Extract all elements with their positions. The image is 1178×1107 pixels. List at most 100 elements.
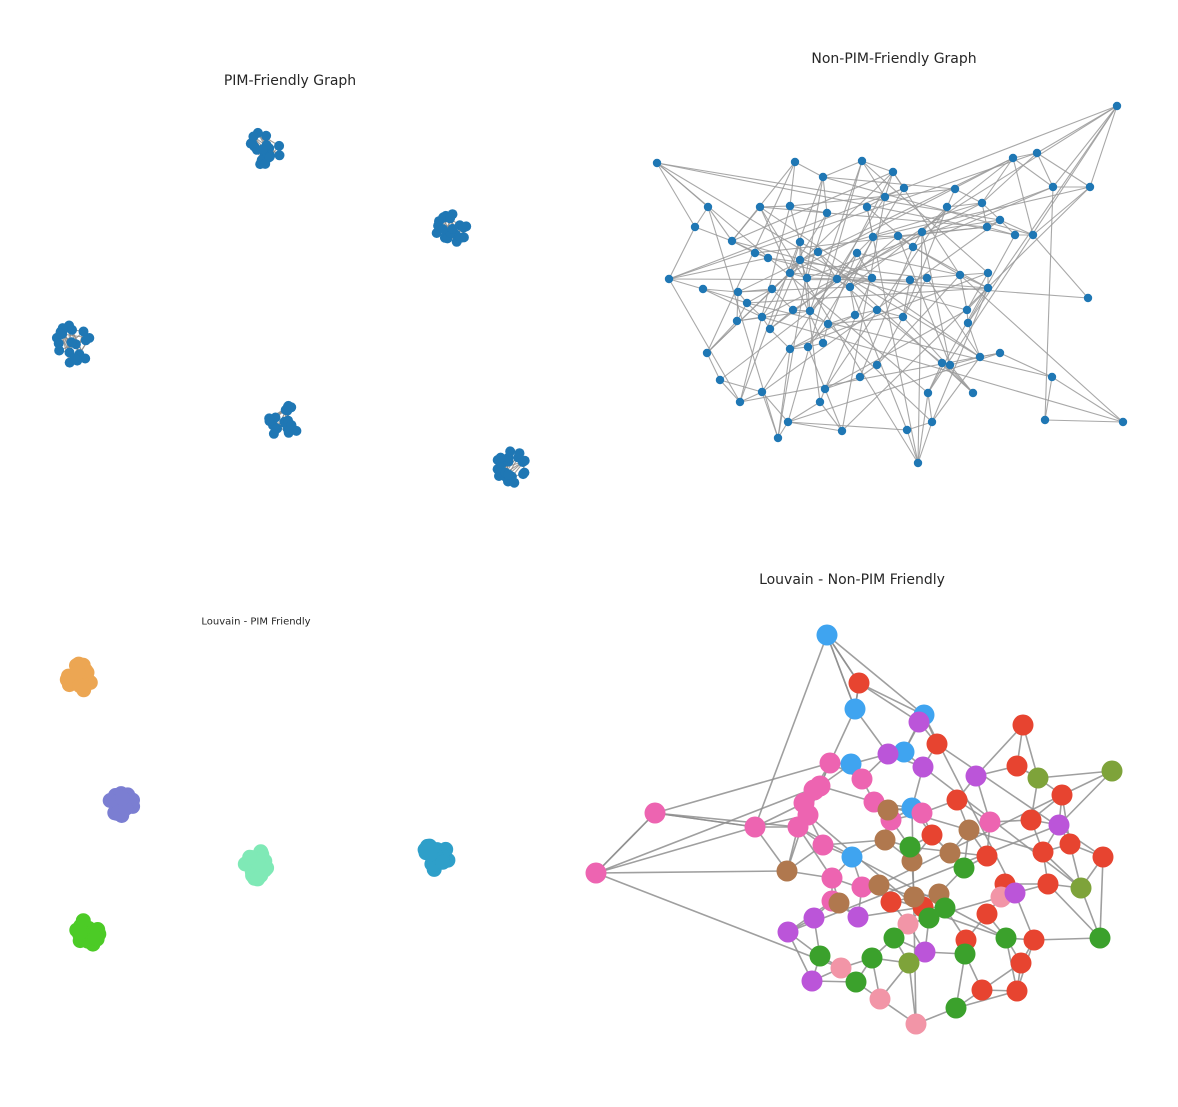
graph-node <box>958 819 980 841</box>
edge <box>949 356 981 366</box>
edge <box>975 724 1024 777</box>
graph-node <box>1051 784 1073 806</box>
graph-node <box>1012 714 1034 736</box>
graph-node <box>977 198 987 208</box>
edge <box>926 274 961 279</box>
graph-node <box>982 222 992 232</box>
edge <box>739 205 791 403</box>
edge <box>595 872 842 969</box>
edge <box>841 196 886 432</box>
graph-node <box>715 375 725 385</box>
edge <box>966 287 989 311</box>
edge <box>921 206 948 233</box>
edge <box>1089 105 1118 188</box>
graph-node <box>1089 927 1111 949</box>
edge <box>1047 883 1101 939</box>
graph-node <box>917 227 927 237</box>
edge <box>858 682 920 723</box>
graph-node <box>821 867 843 889</box>
edge <box>668 278 704 290</box>
graph-node <box>1048 814 1070 836</box>
graph-node <box>261 130 272 141</box>
edge <box>787 401 821 423</box>
graph-node <box>945 997 967 1019</box>
edge <box>736 291 739 322</box>
graph-node <box>776 860 798 882</box>
graph-node <box>519 455 530 466</box>
edge <box>897 235 951 366</box>
graph-node <box>832 274 842 284</box>
edge <box>787 160 863 423</box>
edge <box>769 328 791 350</box>
graph-node <box>1048 182 1058 192</box>
graph-node <box>750 248 760 258</box>
edge <box>789 157 1014 274</box>
edge <box>1044 186 1054 421</box>
graph-node <box>845 282 855 292</box>
graph-node <box>850 310 860 320</box>
edge <box>822 176 828 214</box>
edge <box>827 314 856 325</box>
graph-node <box>785 268 795 278</box>
graph-node <box>519 467 530 478</box>
graph-node <box>897 913 919 935</box>
edge <box>668 105 1118 280</box>
graph-node <box>905 275 915 285</box>
edge <box>917 392 929 464</box>
graph-node <box>937 358 947 368</box>
graph-node <box>763 253 773 263</box>
graph-node <box>918 907 940 929</box>
graph-node <box>702 348 712 358</box>
graph-node <box>767 284 777 294</box>
edge <box>754 634 828 828</box>
graph-node <box>995 348 1005 358</box>
graph-node <box>447 223 458 234</box>
graph-node <box>1059 833 1081 855</box>
edge <box>1036 152 1091 188</box>
edge <box>824 388 843 432</box>
graph-node <box>80 335 91 346</box>
edge <box>719 310 811 381</box>
graph-node <box>939 842 961 864</box>
edge <box>861 160 894 173</box>
graph-node <box>1004 882 1026 904</box>
edge <box>826 634 856 710</box>
graph-node <box>1092 846 1114 868</box>
graph-node <box>54 345 65 356</box>
graph-node <box>274 140 285 151</box>
edge <box>595 870 788 874</box>
panel-title-non-pim-friendly: Non-PIM-Friendly Graph <box>811 51 977 67</box>
graph-node <box>963 318 973 328</box>
edge <box>927 105 1118 394</box>
graph-node <box>903 886 925 908</box>
graph-node <box>905 1013 927 1035</box>
graph-node <box>788 305 798 315</box>
graph-node <box>78 326 89 337</box>
edge <box>1044 376 1053 421</box>
edge <box>809 235 899 312</box>
graph-node <box>455 232 466 243</box>
graph-node <box>70 665 86 681</box>
edge <box>872 186 1091 238</box>
graph-node <box>55 328 66 339</box>
graph-node <box>912 756 934 778</box>
graph-node <box>509 477 520 488</box>
edge <box>824 277 873 390</box>
graph-node <box>69 353 80 364</box>
graph-node <box>585 862 607 884</box>
graph-node <box>852 248 862 258</box>
edge <box>668 226 696 280</box>
graph-node <box>757 387 767 397</box>
graph-node <box>954 943 976 965</box>
graph-node <box>979 811 1001 833</box>
edge <box>707 206 779 439</box>
graph-node <box>664 274 674 284</box>
panel-title-louvain-pim: Louvain - PIM Friendly <box>201 616 311 628</box>
edge <box>656 162 696 228</box>
edge <box>927 362 943 394</box>
edge <box>707 206 733 242</box>
graph-node <box>851 768 873 790</box>
graph-node <box>503 469 514 480</box>
graph-node <box>1032 148 1042 158</box>
graph-node <box>1118 417 1128 427</box>
